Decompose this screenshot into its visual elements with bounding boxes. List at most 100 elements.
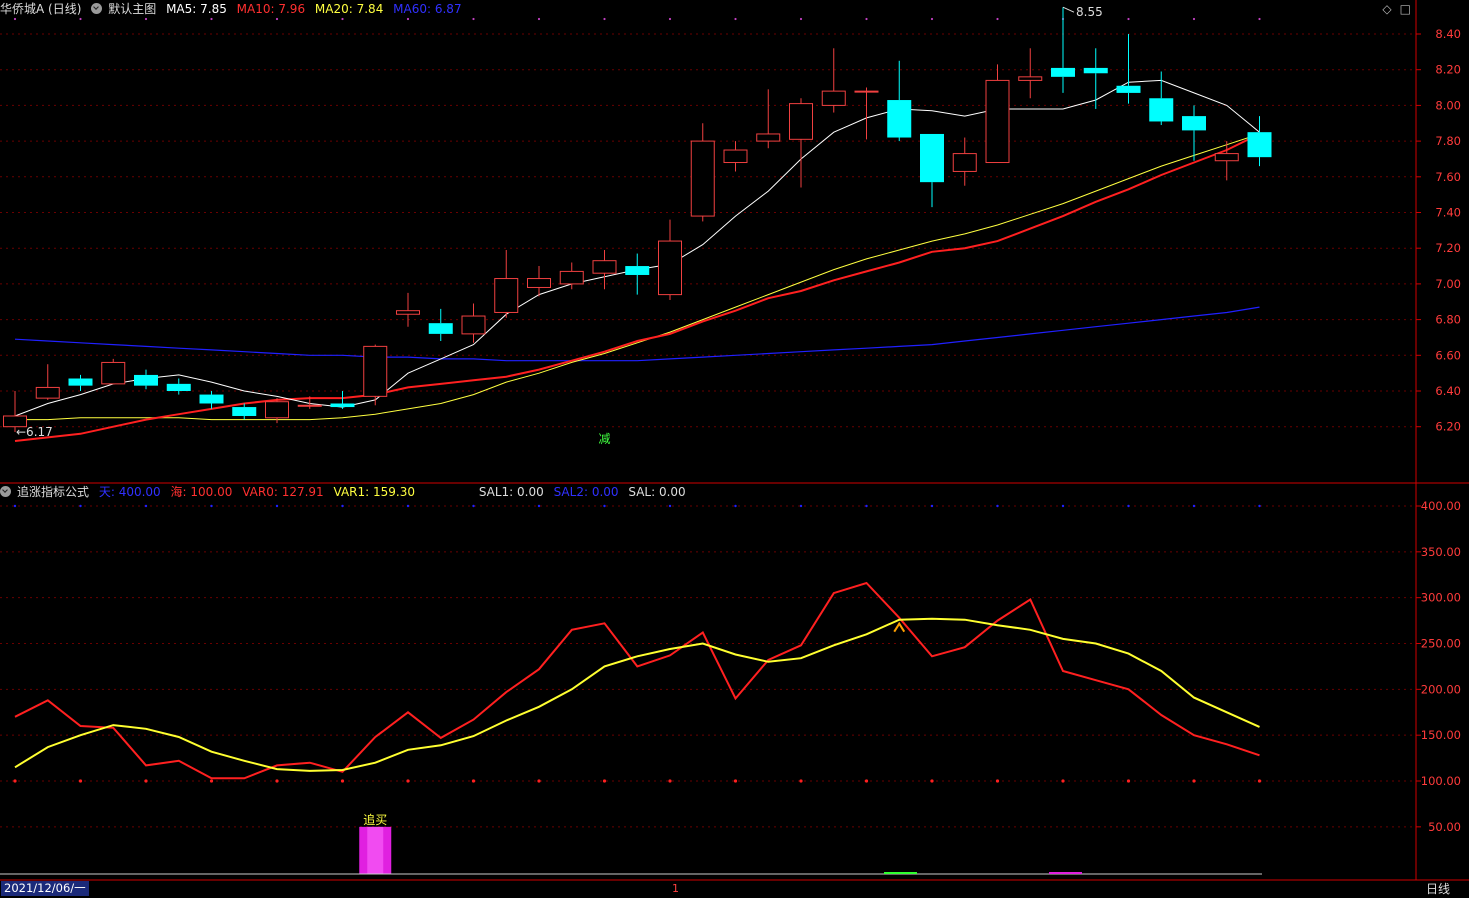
- tian-dot: [734, 504, 737, 508]
- hai-dot: [1192, 779, 1196, 783]
- top-dot: [603, 17, 606, 21]
- hai-dot: [930, 779, 934, 783]
- top-dot: [341, 17, 344, 21]
- candle-body: [232, 407, 257, 416]
- candle: [1116, 34, 1141, 104]
- candle-body: [592, 260, 617, 274]
- top-dot: [734, 17, 737, 21]
- candle: [1149, 71, 1174, 126]
- price-tick-label: 7.00: [1435, 277, 1461, 291]
- price-tick-label: 6.80: [1435, 313, 1461, 327]
- tian-dot: [537, 504, 541, 508]
- high-price-label: 8.55: [1076, 5, 1103, 19]
- top-dot: [472, 17, 475, 21]
- candle: [396, 292, 420, 327]
- ma60-value: MA60: 6.87: [393, 2, 462, 16]
- tian-dot: [210, 504, 213, 508]
- price-tick-label: 8.40: [1435, 27, 1461, 41]
- indicator-name[interactable]: 追涨指标公式: [17, 485, 90, 499]
- hai-dot: [340, 779, 345, 783]
- chevron-down-icon[interactable]: [0, 486, 11, 497]
- tian-dot: [1127, 504, 1130, 508]
- candle-body: [35, 386, 60, 399]
- candle: [35, 364, 60, 400]
- tian-dot: [406, 504, 410, 508]
- price-tick-label: 8.20: [1435, 63, 1461, 77]
- top-dot: [13, 17, 17, 21]
- candle-body: [723, 149, 748, 164]
- sal1-value: SAL1: 0.00: [478, 485, 544, 499]
- hai-dot: [275, 779, 279, 783]
- price-tick-label: 6.60: [1435, 348, 1461, 362]
- hai-dot: [406, 779, 410, 783]
- hai-dot: [995, 779, 1000, 783]
- hai-dot: [602, 779, 607, 783]
- ma20-value: MA20: 7.84: [314, 2, 384, 16]
- candle-body: [68, 378, 93, 386]
- hai-dot: [1061, 779, 1065, 783]
- candle: [1214, 141, 1239, 181]
- candle-body: [1247, 132, 1272, 158]
- candle: [592, 249, 617, 290]
- candle-body: [101, 361, 126, 385]
- candle: [1083, 48, 1108, 109]
- candle: [1247, 116, 1272, 167]
- hai-dot: [78, 779, 83, 783]
- candle: [789, 98, 813, 188]
- top-dot: [1127, 17, 1130, 21]
- candle-body: [690, 140, 715, 217]
- candle: [199, 391, 224, 409]
- diamond-icon[interactable]: ◇: [1382, 2, 1392, 16]
- candle: [101, 358, 126, 385]
- period-marker: 1: [672, 882, 679, 895]
- hai-dot: [209, 779, 214, 783]
- candle-body: [1083, 67, 1108, 74]
- ma10-line: [14, 133, 1260, 442]
- top-dot: [668, 17, 672, 21]
- price-tick-label: 7.20: [1435, 241, 1461, 255]
- sub-chart-header: 追涨指标公式 天: 400.00 海: 100.00 VAR0: 127.91 …: [0, 483, 692, 501]
- hai-dot: [799, 779, 803, 783]
- candle-body: [3, 415, 27, 428]
- indicator-tick-label: 200.00: [1421, 682, 1461, 696]
- maximize-icon[interactable]: □: [1399, 2, 1411, 16]
- chevron-down-icon[interactable]: [91, 3, 103, 14]
- candle: [527, 266, 551, 297]
- top-dot: [144, 17, 148, 21]
- hai-dot: [1257, 779, 1262, 783]
- candle: [559, 262, 584, 290]
- top-dot: [210, 17, 213, 21]
- hai-dot: [733, 779, 738, 783]
- ma5-value: MA5: 7.85: [166, 2, 227, 16]
- tian-dot: [144, 504, 148, 508]
- low-price-label: ←6.17: [16, 425, 53, 439]
- top-dot: [1258, 17, 1261, 21]
- candle-body: [625, 266, 650, 275]
- tian-dot: [13, 504, 17, 508]
- panel-name[interactable]: 默认主图: [108, 2, 157, 16]
- indicator-tick-label: 50.00: [1428, 820, 1461, 834]
- candle-body: [396, 310, 420, 315]
- sal2-value: SAL2: 0.00: [553, 485, 619, 499]
- candle-body: [756, 133, 781, 142]
- price-tick-label: 7.40: [1435, 206, 1461, 220]
- candle: [134, 369, 158, 390]
- hai-dot: [471, 779, 476, 783]
- indicator-tick-label: 400.00: [1421, 499, 1461, 513]
- top-dot: [1192, 17, 1196, 21]
- candle-body: [527, 278, 551, 288]
- ma60-line: [14, 306, 1260, 362]
- hai-dot: [537, 779, 541, 783]
- ma10-value: MA10: 7.96: [236, 2, 306, 16]
- candle-body: [887, 100, 912, 138]
- candle: [297, 396, 322, 409]
- buy-signal-label: 追买: [363, 812, 387, 827]
- period-button[interactable]: 日线: [1426, 882, 1451, 896]
- top-dot: [406, 17, 410, 21]
- top-dot: [537, 17, 541, 21]
- candle: [920, 133, 944, 208]
- buy-signal-highlight: [367, 826, 384, 874]
- hai-dot: [668, 779, 672, 783]
- tian-dot: [930, 504, 934, 508]
